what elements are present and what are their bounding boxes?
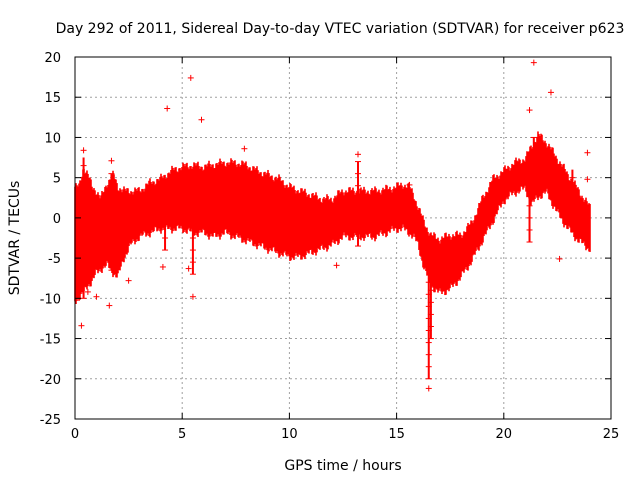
data-point (159, 263, 166, 270)
data-band (74, 131, 591, 304)
y-tick-label: -20 (40, 373, 61, 388)
data-point (84, 288, 91, 295)
y-axis-label: SDTVAR / TECUs (7, 181, 23, 296)
data-point (547, 89, 554, 96)
data-point (406, 181, 413, 188)
data-point (556, 255, 563, 262)
plot-frame (74, 56, 612, 420)
data-point (187, 74, 194, 81)
y-tick-label: 0 (53, 212, 61, 227)
y-tick-label: 20 (44, 51, 61, 66)
data-point (530, 59, 537, 66)
grid (75, 57, 611, 419)
x-axis-label: GPS time / hours (284, 458, 401, 474)
x-tick-label: 0 (71, 427, 79, 442)
x-tick-label: 10 (281, 427, 298, 442)
data-point (425, 385, 432, 392)
data-point (333, 262, 340, 269)
x-tick-label: 25 (603, 427, 620, 442)
chart-title: Day 292 of 2011, Sidereal Day-to-day VTE… (56, 21, 625, 37)
data-point (106, 302, 113, 309)
data-point (78, 322, 85, 329)
data-point (164, 105, 171, 112)
data-point (241, 145, 248, 152)
data-point (584, 176, 591, 183)
axis-ticks (74, 56, 612, 420)
data-outliers (78, 59, 591, 392)
data-point (185, 265, 192, 272)
data-point (355, 151, 362, 158)
x-tick-label: 5 (178, 427, 186, 442)
y-tick-label: 10 (44, 131, 61, 146)
data-point (108, 157, 115, 164)
data-point (189, 293, 196, 300)
data-point (93, 293, 100, 300)
data-point (584, 149, 591, 156)
y-tick-label: -10 (40, 292, 61, 307)
data-point (125, 277, 132, 284)
y-tick-label: 15 (44, 91, 61, 106)
y-tick-label: -15 (40, 333, 61, 348)
x-tick-label: 20 (496, 427, 513, 442)
y-tick-labels: 20 15 10 5 0 -5 -10 -15 -20 -25 (40, 51, 61, 428)
data-spikes (80, 136, 576, 380)
data-point (526, 107, 533, 114)
data-point (198, 116, 205, 123)
x-tick-labels: 0 5 10 15 20 25 (71, 427, 619, 442)
y-tick-label: -5 (48, 252, 61, 267)
y-tick-label: -25 (40, 413, 61, 428)
x-tick-label: 15 (388, 427, 405, 442)
y-tick-label: 5 (53, 172, 61, 187)
data-point (80, 147, 87, 154)
